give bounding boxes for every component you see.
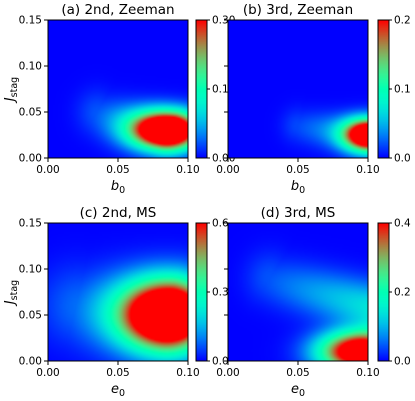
panel-c: (c) 2nd, MS0.00 0.05 0.100.000.050.100.15e…: [3, 205, 229, 399]
colorbar-tick-label: 0.0: [212, 356, 229, 368]
panel-a: (a) 2nd, Zeeman 0.00 0.05 0.10 0.00 0.05 0.10 0…: [3, 2, 235, 196]
y-axis-label-sub: stag: [9, 280, 20, 301]
heatmap-image-c: [48, 223, 188, 361]
x-tick-label: 0.10: [176, 367, 199, 379]
y-axis-label-a: Jstag: [3, 77, 20, 104]
y-tick-label: 0.00: [19, 153, 42, 165]
colorbar-b: [378, 20, 389, 158]
colorbar-tick-label: 0.0: [394, 153, 411, 165]
y-axis-label-main: J: [3, 97, 18, 104]
x-tick-label: 0.05: [106, 164, 129, 176]
y-axis-label-sub: stag: [9, 77, 20, 98]
y-tick-label: 0.15: [19, 218, 42, 230]
y-tick-label: 0.10: [19, 264, 42, 276]
heatmap-image-a: [48, 20, 188, 158]
y-axis-label-c: Jstag: [3, 280, 20, 307]
x-tick-label: 0.05: [286, 367, 309, 379]
x-axis-label-sub: 0: [119, 185, 125, 196]
heatmap-image-b: [228, 20, 368, 158]
colorbar-tick-label: 0.1: [394, 84, 411, 96]
y-axis-label-main: J: [3, 300, 18, 307]
y-tick-label: 0.00: [19, 356, 42, 368]
colorbar-c: [196, 223, 207, 361]
y-tick-label: 0.10: [19, 61, 42, 73]
colorbar-tick-label: 0.0: [394, 356, 411, 368]
colorbar-d: [378, 223, 389, 361]
y-tick-label: 0.05: [19, 107, 42, 119]
x-axis-label-main: e: [111, 382, 119, 397]
x-axis-label-sub: 0: [299, 388, 305, 399]
panel-title-b: (b) 3rd, Zeeman: [243, 2, 353, 18]
x-tick-label: 0.00: [216, 367, 239, 379]
colorbar-tick-label: 0.6: [212, 218, 229, 230]
panel-title-d: (d) 3rd, MS: [261, 205, 336, 221]
panel-title-c: (c) 2nd, MS: [80, 205, 157, 221]
heatmap-image-d: [228, 223, 368, 361]
x-axis-label-a: b0: [111, 179, 125, 196]
colorbar-a: [196, 20, 207, 158]
x-axis-label-b: b0: [291, 179, 305, 196]
x-tick-label: 0.10: [176, 164, 199, 176]
x-tick-label: 0.00: [36, 367, 59, 379]
panel-b: (b) 3rd, Zeeman 0.00 0.05 0.10 b0 0.0 0.1 0.2: [216, 2, 410, 196]
panel-d: (d) 3rd, MS 0.00 0.05 0.10 e0 0.0 0.2 0.4: [216, 205, 411, 399]
x-axis-label-sub: 0: [299, 185, 305, 196]
colorbar-tick-label: 0.2: [394, 287, 411, 299]
x-axis-label-main: b: [291, 179, 299, 194]
colorbar-tick-label: 0.4: [394, 218, 411, 230]
x-axis-label-d: e0: [291, 382, 305, 399]
colorbar-tick-label: 0.3: [212, 287, 229, 299]
x-axis-label-main: e: [291, 382, 299, 397]
x-axis-label-main: b: [111, 179, 119, 194]
y-tick-label: 0.15: [19, 15, 42, 27]
x-axis-label-sub: 0: [119, 388, 125, 399]
x-tick-label: 0.10: [356, 367, 379, 379]
x-tick-label: 0.00: [216, 164, 239, 176]
x-axis-label-c: e0: [111, 382, 125, 399]
x-tick-label: 0.10: [356, 164, 379, 176]
y-tick-label: 0.05: [19, 310, 42, 322]
colorbar-tick-label: 0.2: [394, 15, 411, 27]
x-tick-label: 0.00: [36, 164, 59, 176]
x-tick-label: 0.05: [286, 164, 309, 176]
x-tick-label: 0.05: [106, 367, 129, 379]
panel-title-a: (a) 2nd, Zeeman: [61, 2, 174, 18]
